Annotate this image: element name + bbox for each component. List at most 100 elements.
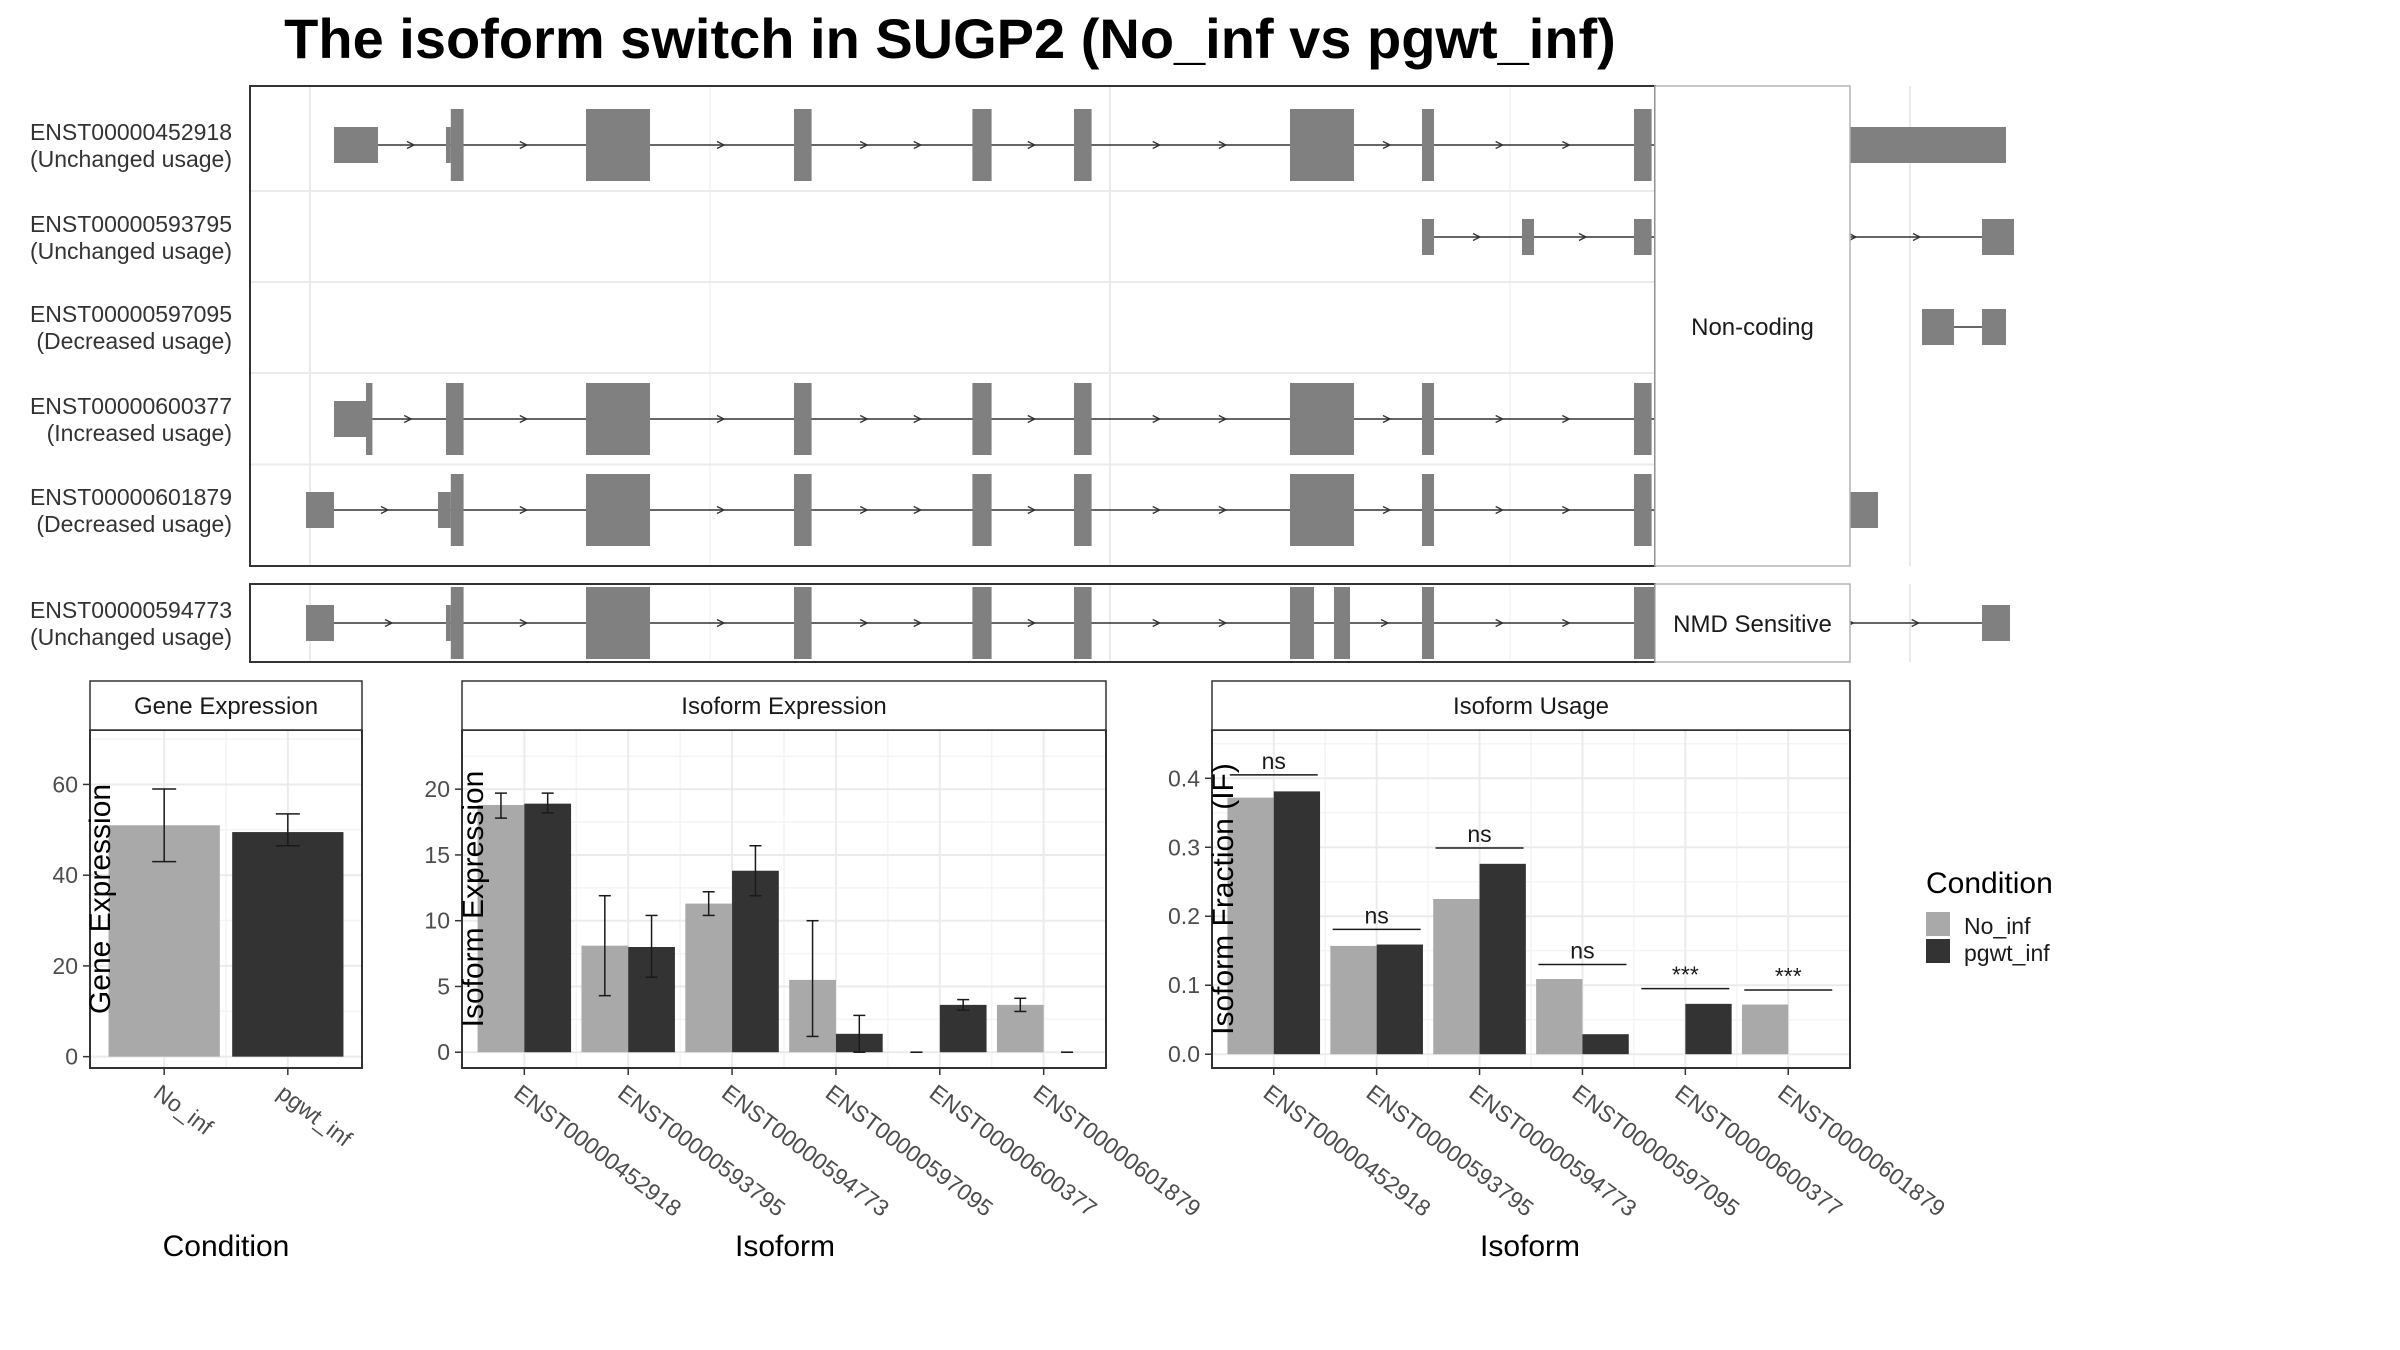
intron-arrow: [1578, 232, 1588, 242]
intron-arrow: [1027, 618, 1037, 628]
exon-utr: [1422, 219, 1434, 255]
isoform-usage-chart: ns ns ns ns *** *** Isoform Usage 0.0 0.1 0.2 0.3 0…: [1168, 680, 1950, 1263]
intron-arrow: [1027, 505, 1037, 515]
intron-arrow: [913, 618, 923, 628]
intron-arrow: [1495, 505, 1505, 515]
structure-strip-label: NMD Sensitive: [1673, 611, 1832, 638]
error-bar: [1014, 997, 1027, 1013]
y-tick-label: 0.1: [1168, 972, 1200, 998]
exon-coding: [1334, 587, 1350, 659]
bar-pgwt_inf: [232, 832, 344, 1057]
legend-swatch-no-inf: [1926, 912, 1950, 936]
y-tick-label: 0.4: [1168, 765, 1200, 791]
exon-coding: [586, 383, 650, 455]
bar-No_inf-ENST00000594773: [685, 903, 733, 1053]
intron-arrow: [1562, 414, 1571, 424]
structure-panel-0: ENST00000452918(Unchanged usage)ENST0000…: [30, 85, 2014, 567]
transcript-id-label: ENST00000594773: [30, 597, 232, 623]
intron-arrow: [1912, 232, 1922, 242]
transcript-usage-label: (Decreased usage): [36, 511, 232, 537]
exon-utr: [446, 127, 451, 163]
exon-coding: [794, 383, 812, 455]
x-tick-label: ENST00000597095: [821, 1079, 998, 1221]
bar-pgwt_inf-ENST00000600377: [939, 1004, 987, 1053]
intron-arrow: [1382, 140, 1392, 150]
y-tick-label: 0.2: [1168, 903, 1200, 929]
exon-coding: [586, 587, 650, 659]
x-tick-label: ENST00000452918: [509, 1079, 686, 1221]
intron-arrow: [380, 505, 390, 515]
intron-arrow: [519, 505, 529, 515]
intron-arrow: [859, 618, 869, 628]
transcript-id-label: ENST00000452918: [30, 119, 232, 145]
figure-title: The isoform switch in SUGP2 (No_inf vs p…: [284, 7, 1616, 70]
significance-label: ns: [1364, 902, 1388, 928]
bar-No_inf-ENST00000597095: [1536, 979, 1583, 1055]
y-tick-label: 60: [52, 771, 78, 797]
significance-marker: ***: [1744, 963, 1833, 991]
significance-label: ***: [1672, 962, 1699, 988]
intron-arrow: [1152, 505, 1162, 515]
exon-coding: [366, 383, 373, 455]
exon-coding: [794, 474, 812, 546]
bar-No_inf-ENST00000452918: [1227, 797, 1274, 1055]
transcript-id-label: ENST00000600377: [30, 393, 232, 419]
exon-coding: [1634, 109, 1652, 181]
exon-utr: [1982, 219, 2014, 255]
intron-arrow: [716, 140, 726, 150]
exon-utr: [306, 605, 334, 641]
intron-arrow: [1562, 505, 1571, 515]
intron-arrow: [716, 618, 726, 628]
exon-coding: [794, 109, 812, 181]
intron-arrow: [1218, 505, 1228, 515]
transcript-usage-label: (Unchanged usage): [30, 624, 232, 650]
significance-marker: ***: [1641, 962, 1730, 990]
exon-utr: [1634, 219, 1652, 255]
transcript-id-label: ENST00000593795: [30, 211, 232, 237]
exon-utr: [1522, 219, 1534, 255]
structure-strip: [1654, 85, 1851, 567]
intron-arrow: [859, 505, 869, 515]
exon-coding: [1422, 587, 1434, 659]
intron-arrow: [1562, 140, 1571, 150]
error-bar: [152, 788, 177, 863]
intron-arrow: [859, 414, 869, 424]
bar-pgwt_inf-ENST00000452918: [1273, 791, 1321, 1055]
intron-arrow: [1562, 618, 1571, 628]
x-axis-title: Condition: [163, 1230, 290, 1263]
exon-coding: [586, 109, 650, 181]
error-bar: [275, 813, 300, 847]
exon-coding: [1634, 474, 1652, 546]
transcript-id-label: ENST00000597095: [30, 301, 232, 327]
x-tick-label: ENST00000593795: [613, 1079, 790, 1221]
exon-utr: [1982, 605, 2010, 641]
intron-arrow: [1027, 414, 1037, 424]
exon-coding: [586, 474, 650, 546]
error-bar: [494, 792, 507, 819]
intron-arrow: [1495, 140, 1505, 150]
exon-coding: [1074, 383, 1092, 455]
gene-expression-chart: Gene Expression 0 20 40 60 No_inf pgwt_inf Gene…: [52, 680, 363, 1263]
transcript-usage-label: (Unchanged usage): [30, 238, 232, 264]
exon-coding: [1074, 109, 1092, 181]
intron-arrow: [1218, 140, 1228, 150]
transcript-usage-label: (Increased usage): [47, 420, 232, 446]
intron-arrow: [519, 618, 529, 628]
error-bar: [598, 894, 611, 997]
exon-coding: [446, 383, 464, 455]
significance-label: ns: [1467, 821, 1491, 847]
exon-utr: [334, 401, 366, 437]
legend-label-no-inf: No_inf: [1964, 913, 2031, 939]
significance-marker: ns: [1538, 938, 1627, 966]
intron-arrow: [1382, 505, 1392, 515]
exon-utr: [1982, 309, 2006, 345]
transcript-usage-label: (Decreased usage): [36, 328, 232, 354]
exon-coding: [1074, 587, 1092, 659]
intron-arrow: [716, 505, 726, 515]
error-bar: [957, 998, 970, 1011]
x-tick-label: ENST00000600377: [1670, 1079, 1847, 1221]
y-tick-label: 40: [52, 862, 78, 888]
y-tick-label: 0: [65, 1044, 78, 1070]
facet-title: Isoform Expression: [681, 693, 886, 720]
x-axis-title: Isoform: [735, 1230, 835, 1263]
